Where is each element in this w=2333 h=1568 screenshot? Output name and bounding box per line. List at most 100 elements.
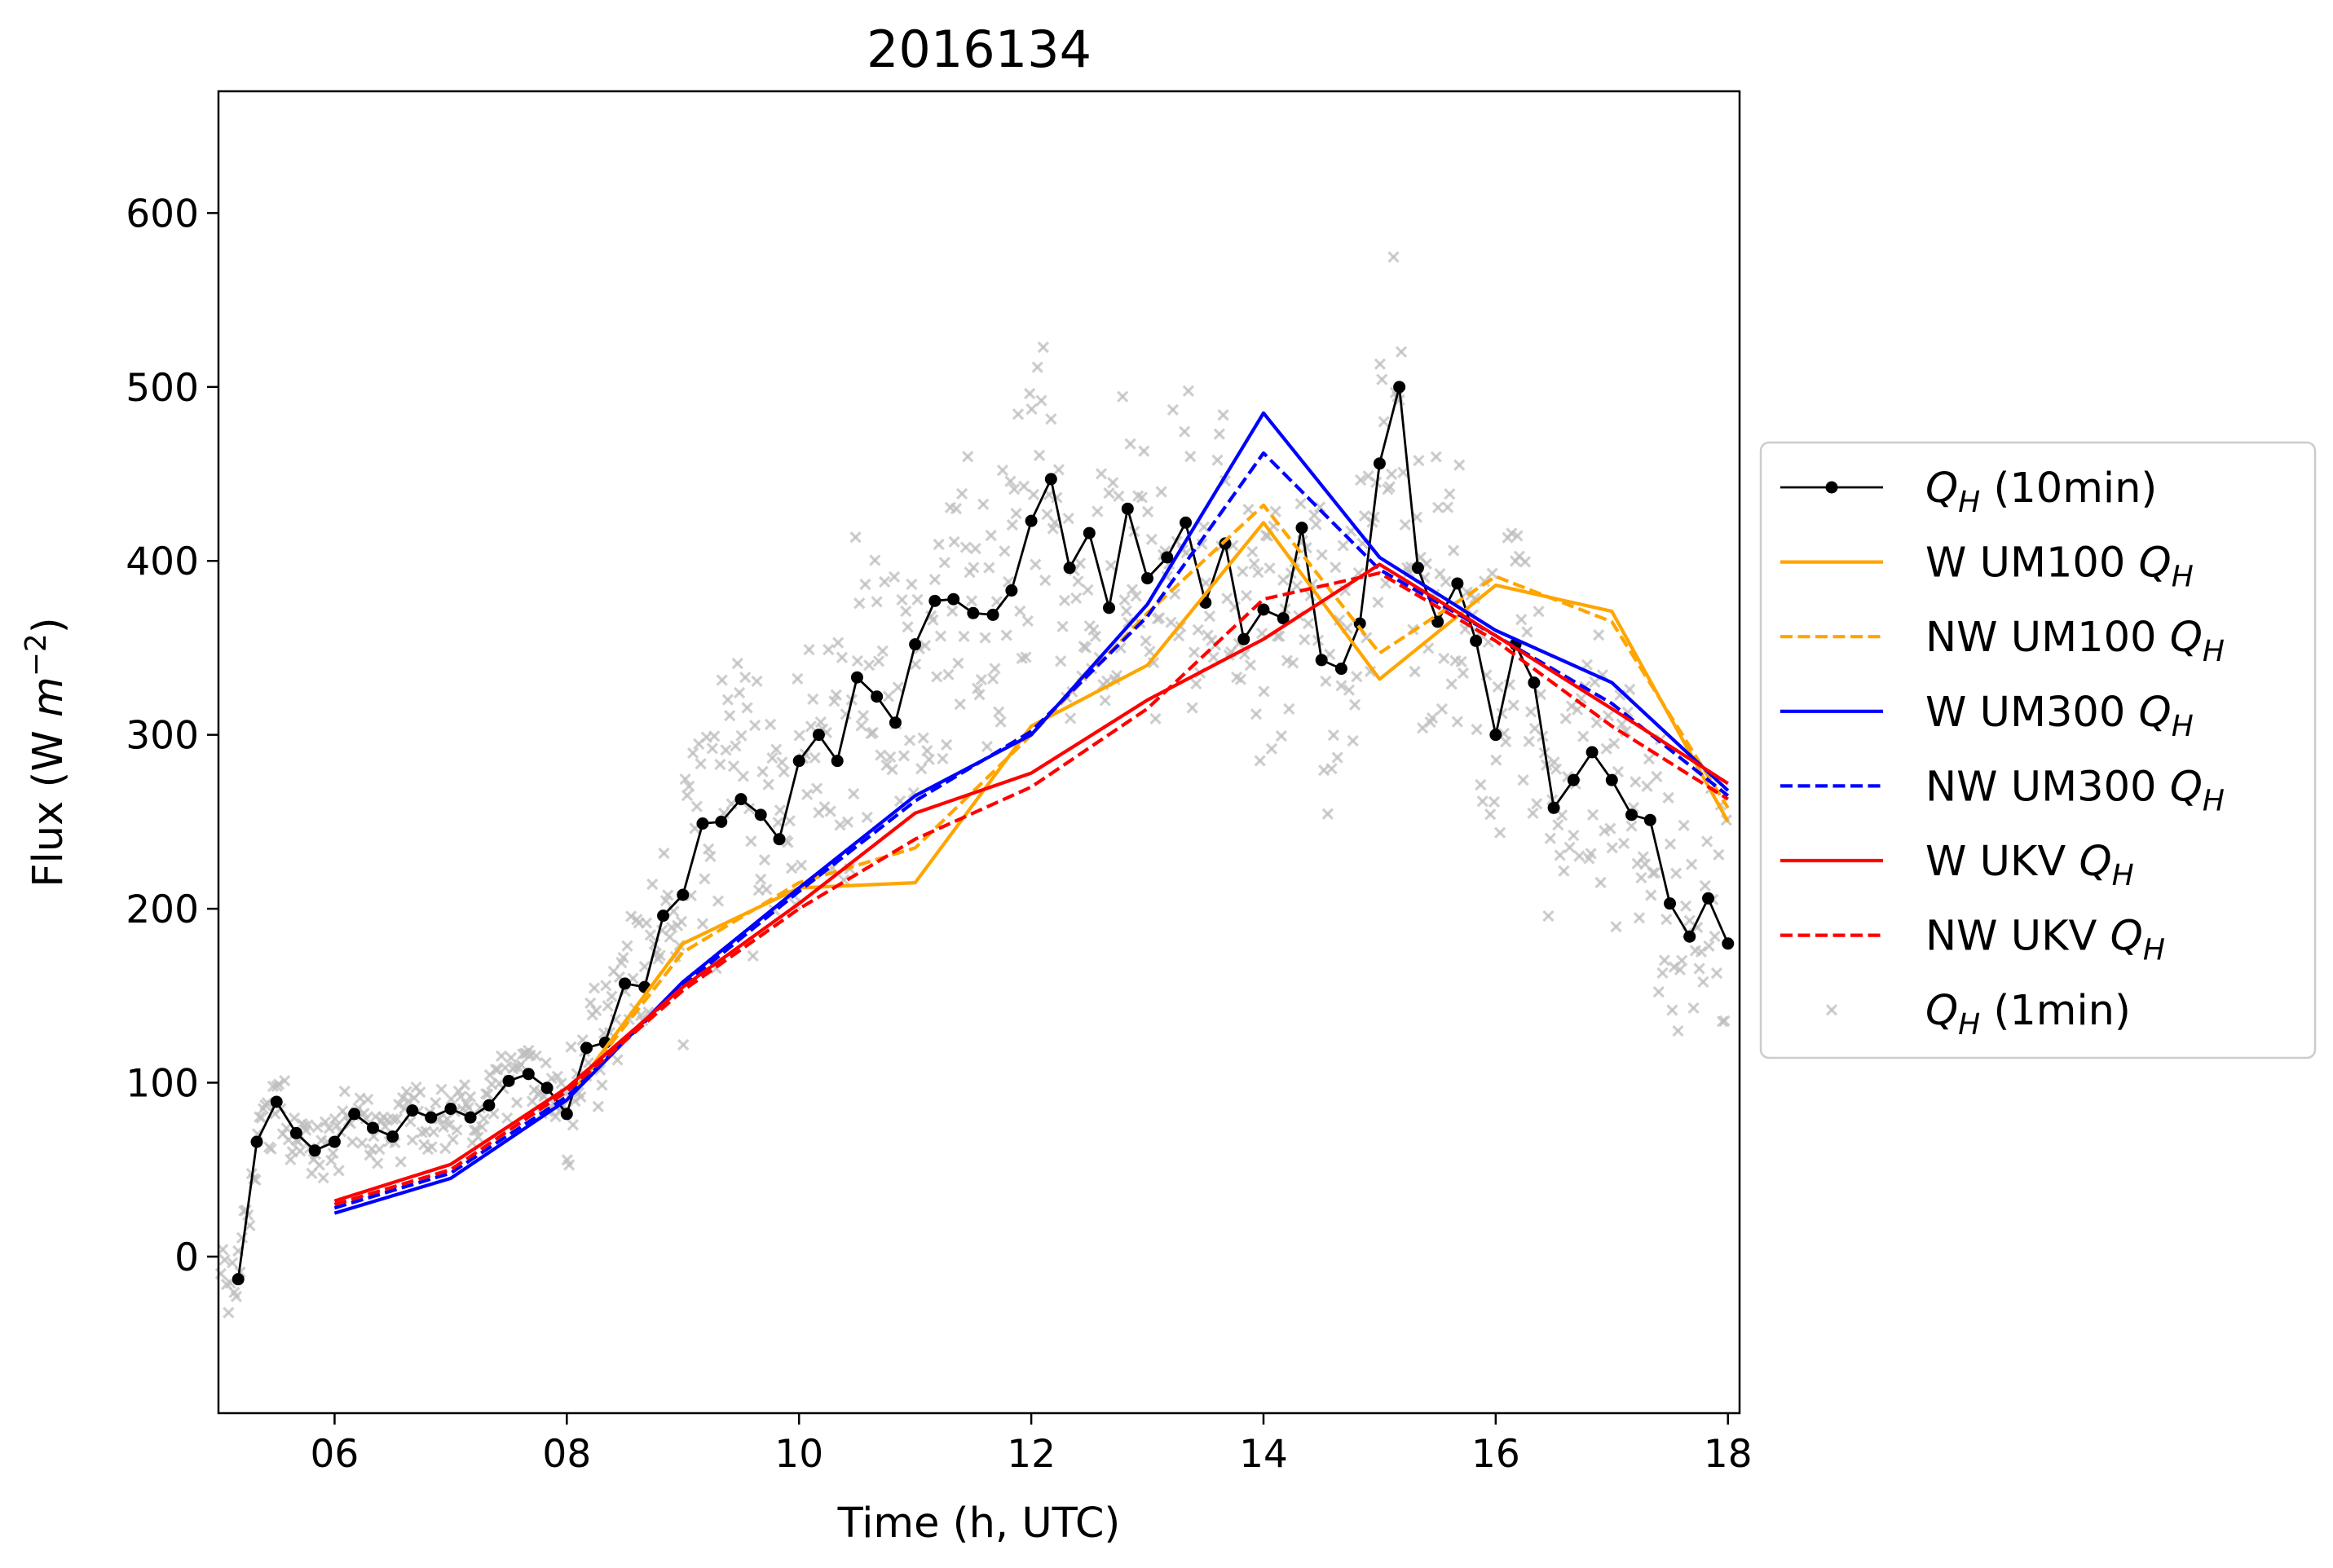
scatter-point [396, 1091, 409, 1104]
scatter-point [1092, 505, 1104, 518]
scatter-point [1660, 914, 1673, 926]
scatter-point [279, 1074, 291, 1087]
observed-point [1161, 551, 1174, 564]
observed-point [1044, 473, 1057, 486]
scatter-point [1155, 486, 1167, 498]
observed-point [1180, 516, 1193, 529]
scatter-point [823, 643, 835, 656]
scatter-point [1515, 614, 1528, 626]
scatter-point [989, 663, 1001, 675]
observed-point [696, 817, 709, 830]
model-lines [333, 411, 1730, 1215]
scatter-point [218, 1253, 231, 1266]
scatter-point [1451, 716, 1463, 728]
scatter-point [1144, 645, 1156, 658]
scatter-point [730, 740, 742, 752]
scatter-point [1118, 594, 1131, 606]
scatter-point [1413, 455, 1425, 467]
scatter-point [510, 1096, 523, 1109]
scatter-point [1641, 780, 1653, 792]
scatter-point [1258, 685, 1270, 698]
scatter-point [1252, 566, 1264, 579]
scatter-point [1320, 675, 1332, 688]
scatter-point [1008, 483, 1021, 496]
observed-point [871, 690, 884, 703]
scatter-point [981, 740, 994, 753]
scatter-point [294, 1145, 307, 1157]
observed-point [1451, 577, 1464, 590]
scatter-point [872, 655, 885, 667]
scatter-point [1563, 841, 1576, 853]
scatter-point [1089, 630, 1102, 643]
scatter-point [940, 738, 953, 751]
scatter-point [1237, 566, 1249, 578]
scatter-point [1178, 425, 1191, 438]
y-tick-label: 500 [126, 366, 199, 411]
scatter-point [462, 1102, 474, 1114]
scatter-point [1190, 677, 1202, 690]
x-tick-label: 10 [774, 1432, 823, 1477]
scatter-point [942, 668, 955, 680]
x-tick-label: 16 [1471, 1432, 1520, 1477]
observed-point [831, 755, 844, 768]
scatter-point [977, 498, 990, 510]
series-line [565, 521, 1730, 1102]
scatter-point [758, 853, 771, 866]
scatter-point [1188, 646, 1201, 658]
scatter-point [331, 1119, 343, 1132]
scatter-point [1600, 742, 1612, 755]
scatter-point [362, 1093, 374, 1106]
scatter-point [644, 929, 657, 941]
scatter-point [1387, 251, 1400, 263]
scatter-point [1568, 829, 1580, 842]
observed-point [425, 1111, 438, 1124]
scatter-point [1052, 464, 1065, 476]
scatter-point [1444, 487, 1456, 500]
scatter-point [1604, 822, 1616, 835]
scatter-point [863, 659, 875, 672]
scatter-point [686, 747, 699, 760]
scatter-point [1492, 680, 1504, 693]
scatter-point [888, 570, 901, 583]
observed-point [1083, 526, 1096, 540]
scatter-point [1364, 665, 1377, 678]
y-tick-label: 0 [174, 1235, 199, 1280]
scatter-point [851, 654, 864, 667]
scatter-point [1484, 808, 1497, 821]
scatter-point [995, 716, 1007, 728]
scatter-point [708, 730, 721, 742]
scatter-point [588, 982, 601, 994]
observed-point [1257, 603, 1270, 616]
x-tick-label: 12 [1007, 1432, 1056, 1477]
scatter-point [1103, 487, 1115, 500]
scatter-point [1265, 742, 1278, 755]
scatter-point [638, 960, 651, 973]
scatter-point [1399, 518, 1411, 531]
scatter-point [435, 1083, 448, 1095]
scatter-point [611, 1054, 624, 1066]
scatter-point [810, 782, 823, 795]
observed-point [1470, 634, 1483, 647]
scatter-point [1500, 735, 1512, 748]
scatter-point [1012, 408, 1025, 421]
scatter-point [1542, 910, 1555, 923]
scatter-point [1203, 610, 1216, 623]
scatter-point [1325, 763, 1338, 775]
scatter-point [986, 672, 999, 685]
scatter-point [958, 630, 970, 643]
scatter-1min-series [214, 251, 1732, 1319]
scatter-point [1700, 835, 1713, 848]
scatter-point [1630, 776, 1642, 788]
observed-point [502, 1074, 515, 1087]
scatter-point [1186, 702, 1198, 714]
observed-point [792, 755, 805, 768]
scatter-point [1422, 642, 1435, 654]
y-tick-label: 600 [126, 192, 199, 236]
scatter-point [1447, 544, 1460, 557]
scatter-point [712, 895, 725, 907]
scatter-point [1368, 511, 1380, 523]
scatter-point [1355, 473, 1367, 487]
scatter-point [1117, 390, 1129, 403]
scatter-point [1602, 710, 1615, 722]
